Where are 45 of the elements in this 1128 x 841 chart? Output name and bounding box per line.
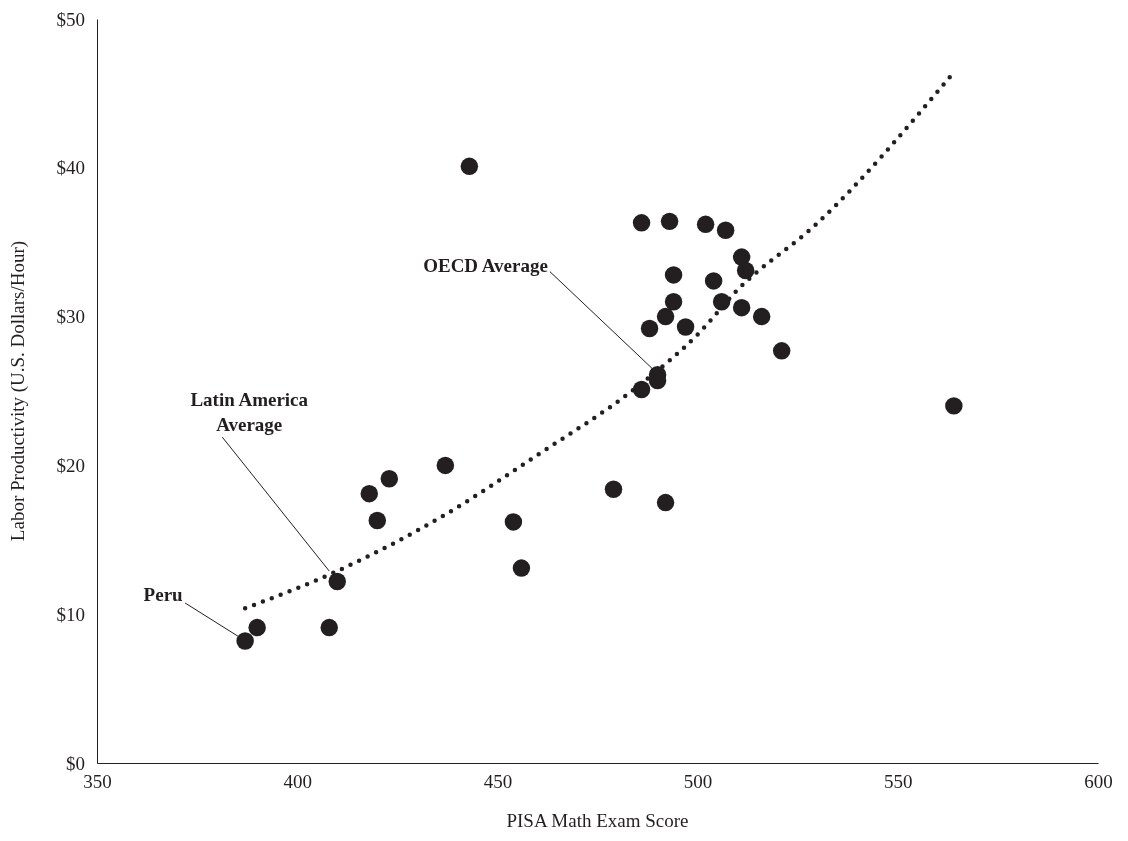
point xyxy=(704,272,723,290)
point xyxy=(732,298,751,317)
x-tick-label: 600 xyxy=(1084,771,1113,793)
point xyxy=(752,307,771,326)
y-tick-label: $30 xyxy=(56,306,85,328)
point xyxy=(660,212,679,231)
point xyxy=(716,221,735,240)
point xyxy=(656,493,675,512)
annotation: Peru xyxy=(143,583,184,605)
x-tick-label: 350 xyxy=(83,771,112,793)
point xyxy=(436,456,455,475)
point xyxy=(512,559,531,577)
point xyxy=(604,480,623,498)
point xyxy=(368,511,387,530)
point xyxy=(676,318,695,336)
point xyxy=(696,215,715,234)
point xyxy=(248,618,266,637)
point xyxy=(772,342,791,360)
point xyxy=(640,319,659,338)
point xyxy=(736,261,755,280)
x-tick-label: 550 xyxy=(884,771,913,793)
y-tick-label: $10 xyxy=(56,603,85,625)
point xyxy=(504,513,523,531)
point xyxy=(945,397,963,415)
x-tick-label: 500 xyxy=(683,771,713,793)
x-axis-title: PISA Math Exam Score xyxy=(506,810,689,831)
y-tick-label: $50 xyxy=(56,8,85,30)
point xyxy=(380,470,399,488)
point xyxy=(664,266,683,284)
point xyxy=(320,618,338,637)
point xyxy=(656,307,675,326)
point xyxy=(632,214,651,232)
point xyxy=(328,572,346,591)
x-tick-label: 400 xyxy=(283,771,312,793)
point xyxy=(460,157,479,176)
annotation: Latin America Average xyxy=(190,389,309,436)
point xyxy=(664,293,683,311)
annotation: OECD Average xyxy=(423,254,548,276)
point xyxy=(236,632,254,650)
y-tick-label: $0 xyxy=(66,752,85,774)
y-axis-title: Labor Productivity (U.S. Dollars/Hour) xyxy=(7,240,29,542)
x-tick-label: 450 xyxy=(483,771,513,793)
y-tick-label: $20 xyxy=(56,454,85,476)
point xyxy=(360,484,379,503)
y-tick-label: $40 xyxy=(56,157,85,179)
